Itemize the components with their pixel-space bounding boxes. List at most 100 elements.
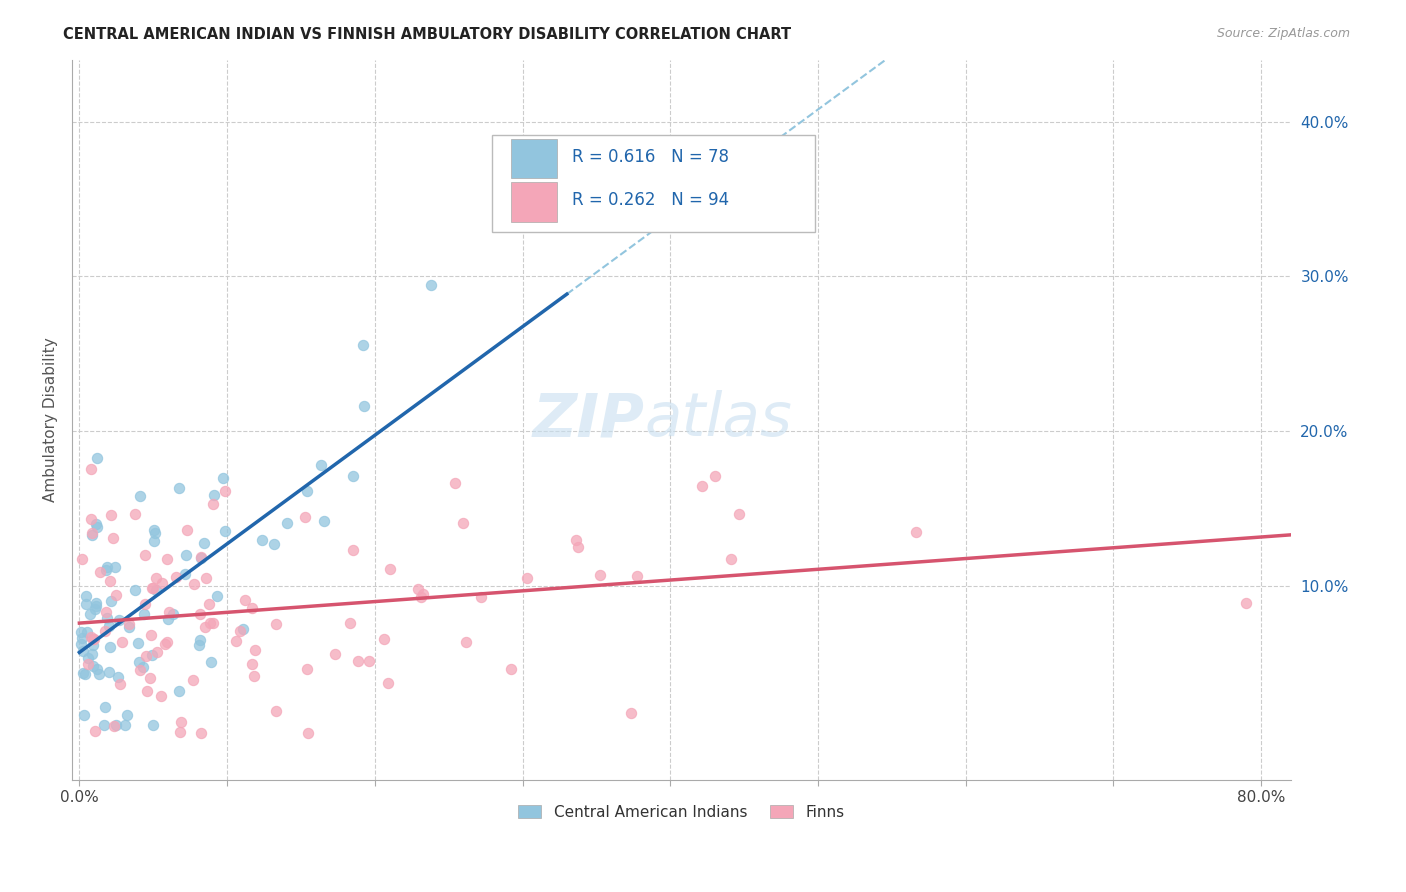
Point [169, 725, 191, 739]
Point [84, 599, 107, 613]
Point [190, 549, 212, 564]
Point [128, 655, 150, 669]
Point [153, 637, 176, 651]
Point [297, 726, 319, 740]
Point [198, 616, 221, 631]
Point [346, 654, 368, 668]
Point [84, 516, 107, 531]
Point [157, 605, 180, 619]
Point [420, 277, 443, 292]
Point [141, 648, 163, 662]
Point [96, 563, 118, 577]
Point [75, 597, 97, 611]
Point [96, 559, 118, 574]
Point [240, 657, 263, 671]
Point [190, 726, 212, 740]
Point [82, 525, 104, 540]
Point [181, 673, 204, 688]
Point [150, 689, 173, 703]
Point [139, 671, 162, 685]
Point [83, 724, 105, 739]
Text: Source: ZipAtlas.com: Source: ZipAtlas.com [1216, 27, 1350, 40]
Point [233, 592, 256, 607]
Point [105, 718, 128, 732]
Point [142, 523, 165, 537]
Point [94, 699, 117, 714]
Point [225, 634, 247, 648]
Point [118, 616, 141, 631]
Point [704, 469, 727, 483]
Point [76, 657, 98, 672]
Point [135, 684, 157, 698]
Point [214, 524, 236, 539]
Point [73, 707, 96, 722]
Point [86, 662, 108, 676]
Point [904, 525, 927, 540]
Point [312, 514, 335, 528]
Point [252, 533, 274, 547]
Point [75, 589, 97, 603]
Point [73, 667, 96, 681]
Point [565, 533, 588, 547]
Point [727, 507, 749, 521]
Point [110, 677, 132, 691]
Point [82, 658, 104, 673]
Y-axis label: Ambulatory Disability: Ambulatory Disability [44, 337, 58, 502]
Point [80, 511, 103, 525]
Point [82, 638, 104, 652]
Point [132, 660, 155, 674]
Point [80, 647, 103, 661]
Point [156, 634, 179, 648]
Point [86, 451, 108, 466]
Point [243, 643, 266, 657]
Point [141, 581, 163, 595]
Point [188, 632, 211, 647]
Point [108, 613, 131, 627]
Point [516, 570, 538, 584]
Point [84, 595, 107, 609]
Point [156, 612, 179, 626]
Point [98, 574, 121, 588]
Point [142, 718, 165, 732]
Point [626, 568, 648, 582]
FancyBboxPatch shape [510, 139, 557, 178]
Point [411, 590, 433, 604]
Point [176, 523, 198, 537]
Point [100, 594, 122, 608]
Point [690, 479, 713, 493]
Point [143, 533, 166, 548]
Point [444, 476, 467, 491]
Point [263, 537, 285, 551]
Point [86, 520, 108, 534]
Point [190, 551, 212, 566]
Point [145, 582, 167, 597]
Point [588, 567, 610, 582]
Point [167, 683, 190, 698]
Point [129, 663, 152, 677]
Point [72, 665, 94, 680]
Point [124, 582, 146, 597]
Point [97, 665, 120, 680]
Point [96, 610, 118, 624]
Point [352, 338, 374, 352]
Point [145, 525, 167, 540]
Point [377, 676, 399, 690]
Point [70, 625, 93, 640]
Point [94, 605, 117, 619]
Text: CENTRAL AMERICAN INDIAN VS FINNISH AMBULATORY DISABILITY CORRELATION CHART: CENTRAL AMERICAN INDIAN VS FINNISH AMBUL… [63, 27, 792, 42]
Point [406, 582, 429, 596]
Point [200, 655, 222, 669]
Point [100, 508, 122, 523]
Point [295, 662, 318, 676]
Point [198, 597, 221, 611]
Point [82, 632, 104, 646]
Point [194, 571, 217, 585]
Point [70, 552, 93, 566]
Point [124, 507, 146, 521]
Point [118, 620, 141, 634]
FancyBboxPatch shape [510, 182, 557, 221]
Point [294, 510, 316, 524]
Point [211, 471, 233, 485]
Point [98, 640, 121, 654]
Point [83, 632, 105, 647]
